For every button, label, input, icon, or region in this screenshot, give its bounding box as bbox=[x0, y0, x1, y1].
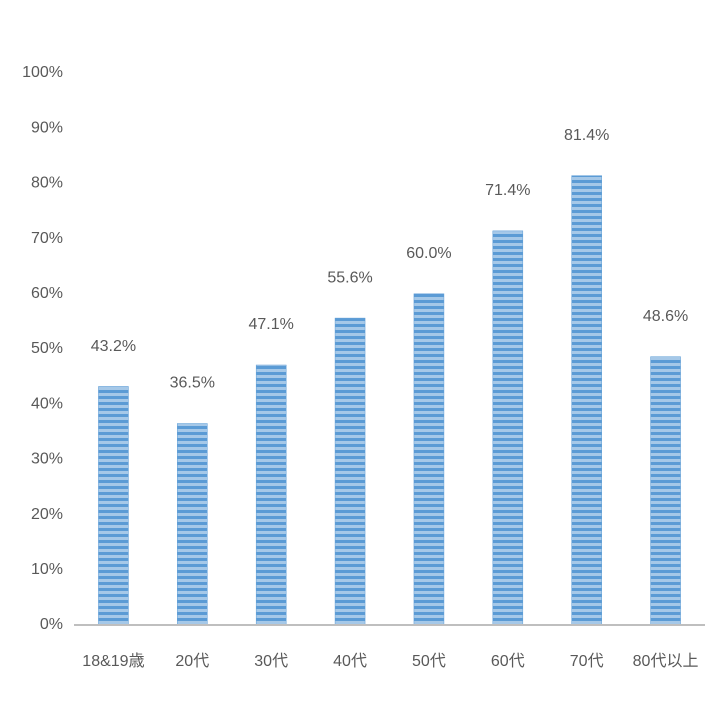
x-tick-label: 50代 bbox=[412, 652, 446, 670]
x-tick-label: 30代 bbox=[254, 652, 288, 670]
y-tick-label: 60% bbox=[31, 285, 63, 302]
bar bbox=[413, 293, 445, 626]
bar bbox=[334, 317, 366, 626]
bar bbox=[571, 175, 602, 626]
y-tick-label: 50% bbox=[31, 340, 63, 357]
y-tick-label: 20% bbox=[31, 506, 63, 523]
x-tick-label: 80代以上 bbox=[633, 652, 699, 670]
bar bbox=[650, 356, 681, 626]
data-label: 60.0% bbox=[406, 245, 451, 262]
data-label: 81.4% bbox=[564, 127, 609, 144]
bar bbox=[177, 423, 208, 626]
y-tick-label: 0% bbox=[40, 616, 63, 633]
y-tick-label: 10% bbox=[31, 561, 63, 578]
data-label: 71.4% bbox=[485, 182, 530, 199]
y-tick-label: 80% bbox=[31, 175, 63, 192]
y-tick-label: 70% bbox=[31, 230, 63, 247]
y-tick-label: 90% bbox=[31, 119, 63, 136]
data-label: 47.1% bbox=[249, 316, 294, 333]
data-label: 55.6% bbox=[327, 269, 372, 286]
data-label: 36.5% bbox=[170, 375, 215, 392]
data-label: 48.6% bbox=[643, 308, 688, 325]
y-tick-label: 40% bbox=[31, 395, 63, 412]
y-tick-label: 30% bbox=[31, 451, 63, 468]
x-tick-label: 70代 bbox=[570, 652, 604, 670]
x-tick-label: 20代 bbox=[175, 652, 209, 670]
y-tick-label: 100% bbox=[22, 64, 63, 81]
x-tick-label: 18&19歳 bbox=[82, 652, 144, 670]
data-label: 43.2% bbox=[91, 338, 136, 355]
x-tick-label: 40代 bbox=[333, 652, 367, 670]
x-tick-label: 60代 bbox=[491, 652, 525, 670]
bar bbox=[98, 386, 129, 626]
bar bbox=[255, 364, 287, 626]
bar bbox=[492, 230, 524, 626]
